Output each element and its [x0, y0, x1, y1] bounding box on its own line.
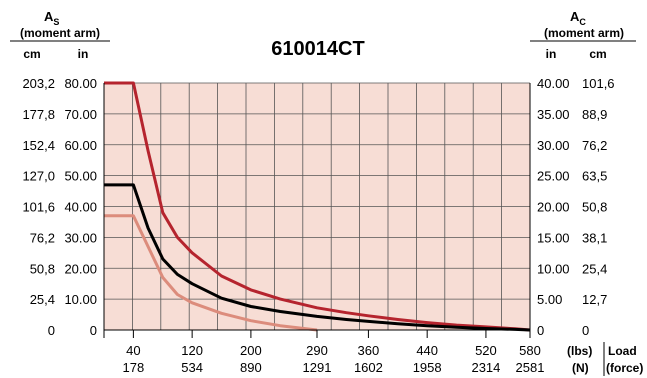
x-unit-lbs: (lbs): [567, 344, 592, 358]
series-line-3: [104, 214, 318, 332]
left-tick-label-in: 40.00: [64, 200, 97, 215]
x-tick-label-n: 2314: [471, 360, 500, 375]
x-tick-label-lbs: 360: [358, 343, 380, 358]
left-tick-label-cm: 127,0: [22, 169, 55, 184]
axes: 0 0 0 0 10.00 25,4 5.00 12,7 20.00 50,8 10.00 25,4 3…: [22, 76, 614, 375]
series-lines: [104, 81, 531, 332]
right-tick-label-cm: 38,1: [582, 230, 607, 245]
left-tick-label-in: 70.00: [64, 107, 97, 122]
left-tick-label-cm: 76,2: [30, 230, 55, 245]
x-tick-label-n: 1291: [303, 360, 332, 375]
right-axis-unit-cm: cm: [589, 47, 606, 61]
left-axis-unit-in: in: [78, 47, 89, 61]
left-tick-label-in: 0: [90, 323, 97, 338]
x-tick-label-n: 534: [181, 360, 203, 375]
left-axis-unit-cm: cm: [23, 47, 40, 61]
left-tick-label-in: 10.00: [64, 292, 97, 307]
right-axis-symbol: AC: [570, 9, 586, 27]
left-tick-label-cm: 152,4: [22, 138, 55, 153]
right-tick-label-cm: 101,6: [582, 76, 615, 91]
right-tick-label-in: 5.00: [537, 292, 562, 307]
x-tick-label-lbs: 440: [416, 343, 438, 358]
left-tick-label-cm: 0: [48, 323, 55, 338]
x-tick-label-n: 2581: [516, 360, 545, 375]
left-tick-label-in: 30.00: [64, 230, 97, 245]
right-tick-label-cm: 76,2: [582, 138, 607, 153]
right-tick-label-cm: 50,8: [582, 200, 607, 215]
right-tick-label-in: 20.00: [537, 200, 570, 215]
left-tick-label-cm: 50,8: [30, 261, 55, 276]
right-tick-label-cm: 0: [582, 323, 589, 338]
series-line-1: [104, 81, 531, 332]
x-tick-label-lbs: 40: [126, 343, 140, 358]
left-tick-label-in: 60.00: [64, 138, 97, 153]
x-tick-label-lbs: 290: [306, 343, 328, 358]
right-tick-label-in: 0: [537, 323, 544, 338]
x-tick-label-lbs: 200: [240, 343, 262, 358]
x-tick-label-n: 890: [240, 360, 262, 375]
x-tick-label-lbs: 580: [519, 343, 541, 358]
left-tick-label-cm: 177,8: [22, 107, 55, 122]
x-tick-label-n: 1602: [354, 360, 383, 375]
right-tick-label-in: 30.00: [537, 138, 570, 153]
left-tick-label-in: 80.00: [64, 76, 97, 91]
right-tick-label-cm: 63,5: [582, 169, 607, 184]
right-tick-label-in: 15.00: [537, 230, 570, 245]
x-tick-label-lbs: 520: [475, 343, 497, 358]
left-axis-symbol: AS: [44, 9, 59, 27]
left-axis-label: (moment arm): [20, 26, 100, 40]
left-tick-label-cm: 203,2: [22, 76, 55, 91]
chart-title: 610014CT: [271, 38, 364, 60]
right-tick-label-in: 25.00: [537, 169, 570, 184]
x-tick-label-lbs: 120: [181, 343, 203, 358]
right-tick-label-in: 35.00: [537, 107, 570, 122]
x-tick-label-n: 178: [123, 360, 145, 375]
right-axis-unit-in: in: [546, 47, 557, 61]
x-unit-n: (N): [572, 361, 589, 375]
right-tick-label-in: 40.00: [537, 76, 570, 91]
series-line-2: [104, 183, 531, 332]
left-tick-label-in: 50.00: [64, 169, 97, 184]
x-axis-label-force: (force): [606, 361, 643, 375]
left-tick-label-cm: 25,4: [30, 292, 55, 307]
right-axis-label: (moment arm): [544, 26, 624, 40]
left-tick-label-cm: 101,6: [22, 200, 55, 215]
x-axis-label-load: Load: [608, 344, 637, 358]
right-tick-label-in: 10.00: [537, 261, 570, 276]
right-tick-label-cm: 88,9: [582, 107, 607, 122]
right-tick-label-cm: 12,7: [582, 292, 607, 307]
left-tick-label-in: 20.00: [64, 261, 97, 276]
x-tick-label-n: 1958: [413, 360, 442, 375]
right-tick-label-cm: 25,4: [582, 261, 607, 276]
